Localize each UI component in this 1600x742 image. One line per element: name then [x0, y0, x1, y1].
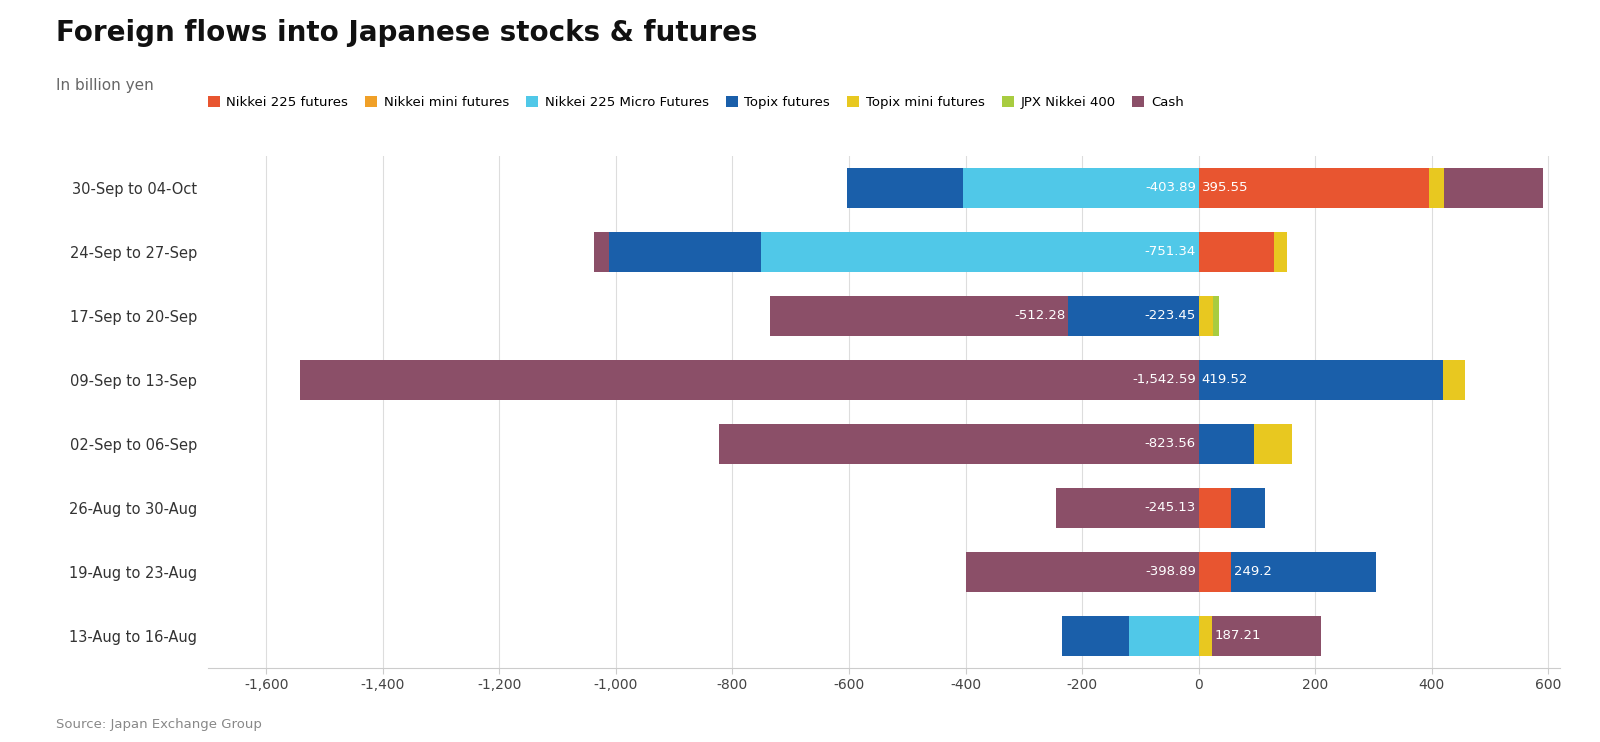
Bar — [1069, 296, 1198, 335]
Bar — [610, 232, 762, 272]
Bar — [963, 168, 1198, 208]
Text: -1,542.59: -1,542.59 — [1133, 373, 1195, 387]
Bar — [1213, 296, 1219, 335]
Bar — [1198, 552, 1230, 591]
Text: -223.45: -223.45 — [1144, 309, 1195, 322]
Bar — [299, 360, 1198, 400]
Bar — [1198, 232, 1275, 272]
Text: 249.2: 249.2 — [1234, 565, 1272, 578]
Bar — [1056, 488, 1198, 528]
Bar — [1062, 616, 1128, 656]
Text: -751.34: -751.34 — [1144, 246, 1195, 258]
Bar — [1443, 360, 1466, 400]
Bar — [1230, 488, 1264, 528]
Bar — [846, 168, 963, 208]
Text: -245.13: -245.13 — [1144, 502, 1195, 514]
Bar — [1198, 488, 1230, 528]
Text: Source: Japan Exchange Group: Source: Japan Exchange Group — [56, 718, 262, 731]
Bar — [966, 552, 1198, 591]
Bar — [1128, 616, 1198, 656]
Bar — [1198, 296, 1213, 335]
Bar — [1254, 424, 1291, 464]
Bar — [762, 232, 1198, 272]
Bar — [1198, 360, 1443, 400]
Legend: Nikkei 225 futures, Nikkei mini futures, Nikkei 225 Micro Futures, Topix futures: Nikkei 225 futures, Nikkei mini futures,… — [208, 96, 1184, 109]
Text: -403.89: -403.89 — [1146, 181, 1195, 194]
Bar — [1230, 552, 1376, 591]
Bar — [1198, 424, 1254, 464]
Bar — [594, 232, 610, 272]
Text: 395.55: 395.55 — [1202, 181, 1248, 194]
Text: Foreign flows into Japanese stocks & futures: Foreign flows into Japanese stocks & fut… — [56, 19, 757, 47]
Text: -512.28: -512.28 — [1014, 309, 1066, 322]
Bar — [1198, 168, 1429, 208]
Text: -398.89: -398.89 — [1146, 565, 1195, 578]
Text: 419.52: 419.52 — [1202, 373, 1248, 387]
Bar — [1275, 232, 1288, 272]
Text: 187.21: 187.21 — [1214, 629, 1261, 643]
Text: -823.56: -823.56 — [1144, 437, 1195, 450]
Bar — [1198, 616, 1211, 656]
Bar — [1443, 168, 1542, 208]
Bar — [1429, 168, 1443, 208]
Text: In billion yen: In billion yen — [56, 78, 154, 93]
Bar — [770, 296, 1069, 335]
Bar — [718, 424, 1198, 464]
Bar — [1211, 616, 1320, 656]
